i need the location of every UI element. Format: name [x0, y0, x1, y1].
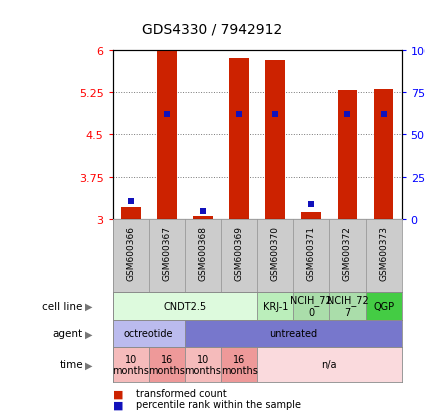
Text: GSM600367: GSM600367 [162, 225, 171, 280]
Text: ■: ■ [113, 399, 123, 409]
Text: ▶: ▶ [85, 301, 93, 311]
Text: untreated: untreated [269, 328, 317, 339]
Text: GSM600368: GSM600368 [198, 225, 207, 280]
Bar [229, 59, 249, 220]
Text: GSM600369: GSM600369 [235, 225, 244, 280]
Bar [185, 320, 402, 347]
Text: transformed count: transformed count [136, 389, 227, 399]
Bar [193, 217, 213, 220]
Bar [121, 207, 141, 220]
Text: GSM600371: GSM600371 [307, 225, 316, 280]
Text: ▶: ▶ [85, 359, 93, 370]
Bar [329, 292, 366, 320]
Bar [366, 292, 402, 320]
Text: percentile rank within the sample: percentile rank within the sample [136, 399, 301, 409]
Text: agent: agent [53, 328, 83, 339]
Text: 10
months: 10 months [112, 354, 149, 375]
Bar [157, 50, 177, 220]
Text: octreotide: octreotide [124, 328, 173, 339]
Text: time: time [59, 359, 83, 370]
Text: KRJ-1: KRJ-1 [263, 301, 288, 311]
Bar [293, 292, 329, 320]
Bar [113, 347, 149, 382]
Text: GSM600370: GSM600370 [271, 225, 280, 280]
Bar [113, 320, 185, 347]
Bar [374, 90, 394, 220]
Bar [185, 347, 221, 382]
Bar [301, 213, 321, 220]
Text: 10
months: 10 months [184, 354, 221, 375]
Text: 16
months: 16 months [221, 354, 258, 375]
Bar [265, 61, 285, 220]
Text: NCIH_72
7: NCIH_72 7 [326, 295, 368, 317]
Text: QGP: QGP [373, 301, 394, 311]
Text: GDS4330 / 7942912: GDS4330 / 7942912 [142, 22, 283, 36]
Text: ▶: ▶ [85, 328, 93, 339]
Text: GSM600366: GSM600366 [126, 225, 135, 280]
Bar [149, 347, 185, 382]
Text: GSM600372: GSM600372 [343, 225, 352, 280]
Bar [257, 347, 402, 382]
Text: CNDT2.5: CNDT2.5 [163, 301, 207, 311]
Bar [257, 292, 293, 320]
Text: ■: ■ [113, 389, 123, 399]
Text: 16
months: 16 months [148, 354, 185, 375]
Bar [337, 91, 357, 220]
Bar [221, 347, 257, 382]
Text: cell line: cell line [42, 301, 83, 311]
Text: GSM600373: GSM600373 [379, 225, 388, 280]
Text: n/a: n/a [322, 359, 337, 370]
Bar [113, 292, 257, 320]
Text: NCIH_72
0: NCIH_72 0 [290, 295, 332, 317]
